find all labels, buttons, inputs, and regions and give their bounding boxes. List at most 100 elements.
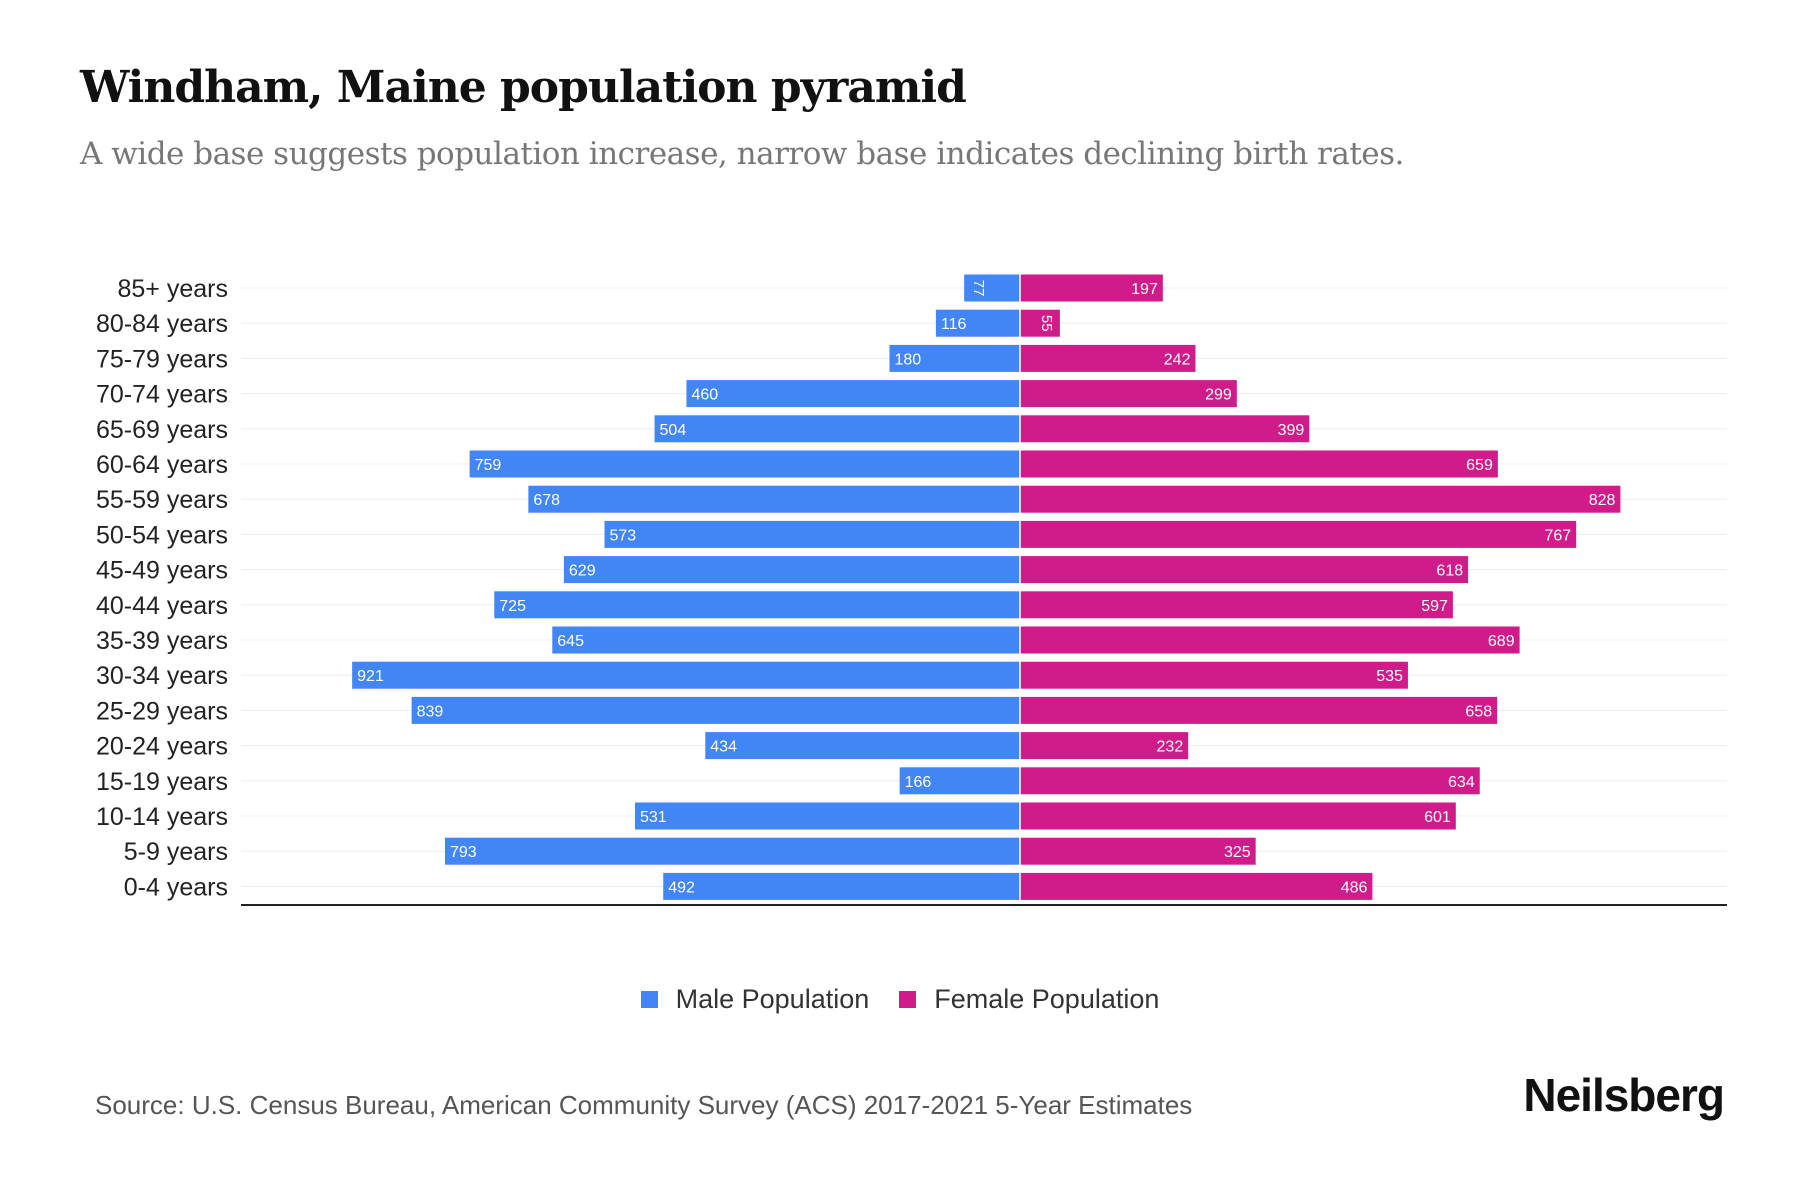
bar-female	[1020, 626, 1520, 654]
data-label: 629	[569, 563, 596, 580]
bar-male	[469, 450, 1020, 478]
data-label: 535	[1376, 668, 1403, 685]
data-label: 573	[610, 527, 637, 544]
bar-male	[935, 309, 1020, 337]
y-tick-label: 85+ years	[118, 275, 229, 303]
y-tick-label: 75-79 years	[96, 345, 228, 373]
data-label: 921	[357, 668, 384, 685]
bar-female	[1020, 802, 1456, 830]
legend-label-male: Male Population	[675, 984, 870, 1014]
data-label: 793	[450, 844, 477, 861]
y-tick-label: 30-34 years	[96, 662, 228, 690]
bar-male	[899, 767, 1020, 795]
bar-female	[1020, 274, 1163, 302]
data-label: 618	[1436, 563, 1463, 580]
data-label: 601	[1424, 809, 1451, 826]
bar-female	[1020, 837, 1256, 865]
legend-label-female: Female Population	[934, 984, 1160, 1014]
data-label: 55	[1038, 315, 1055, 332]
data-label: 486	[1341, 879, 1368, 896]
source-note: Source: U.S. Census Bureau, American Com…	[95, 1090, 1193, 1120]
data-label: 634	[1448, 774, 1475, 791]
bar-male	[552, 626, 1020, 654]
bar-female	[1020, 450, 1498, 478]
data-label: 492	[668, 879, 695, 896]
bar-female	[1020, 696, 1498, 724]
bar-female	[1020, 344, 1196, 372]
legend-item-male: Male Population	[640, 984, 870, 1015]
bar-female	[1020, 872, 1373, 900]
bar-female	[1020, 661, 1408, 689]
bar-male	[563, 556, 1020, 584]
bar-male	[604, 520, 1020, 548]
legend: Male Population Female Population	[0, 984, 1800, 1015]
y-tick-label: 25-29 years	[96, 697, 228, 725]
data-label: 645	[557, 633, 584, 650]
data-label: 325	[1224, 844, 1251, 861]
bar-male	[654, 415, 1020, 443]
data-label: 658	[1465, 703, 1492, 720]
data-label: 767	[1544, 527, 1571, 544]
legend-item-female: Female Population	[899, 984, 1159, 1015]
brand-logo: Neilsberg	[1523, 1069, 1725, 1121]
data-label: 659	[1466, 457, 1493, 474]
y-tick-label: 55-59 years	[96, 486, 228, 514]
bar-female	[1020, 485, 1621, 513]
y-tick-label: 5-9 years	[124, 838, 228, 866]
bar-male	[634, 802, 1020, 830]
y-tick-label: 10-14 years	[96, 803, 228, 831]
y-tick-label: 60-64 years	[96, 451, 228, 479]
data-label: 759	[475, 457, 502, 474]
y-tick-label: 0-4 years	[124, 873, 228, 901]
y-tick-label: 45-49 years	[96, 557, 228, 585]
data-label: 678	[533, 492, 560, 509]
data-label: 299	[1205, 387, 1232, 404]
bar-male	[528, 485, 1020, 513]
bar-male	[352, 661, 1020, 689]
y-tick-label: 35-39 years	[96, 627, 228, 655]
chart-title: Windham, Maine population pyramid	[80, 62, 967, 113]
data-label: 434	[710, 739, 737, 756]
data-label: 399	[1278, 422, 1305, 439]
y-tick-label: 15-19 years	[96, 768, 228, 796]
bar-female	[1020, 380, 1237, 408]
bar-male	[889, 344, 1020, 372]
legend-swatch-male	[640, 991, 658, 1008]
y-tick-label: 80-84 years	[96, 310, 228, 338]
data-label: 180	[894, 351, 921, 368]
bar-male	[964, 274, 1020, 302]
data-label: 460	[691, 387, 718, 404]
data-label: 839	[417, 703, 444, 720]
y-tick-label: 40-44 years	[96, 592, 228, 620]
bar-male	[686, 380, 1020, 408]
data-label: 116	[941, 316, 967, 333]
data-label: 166	[905, 774, 932, 791]
data-label: 77	[970, 280, 987, 297]
bar-female	[1020, 732, 1189, 760]
data-label: 689	[1488, 633, 1515, 650]
bar-female	[1020, 767, 1480, 795]
bar-female	[1020, 591, 1453, 619]
data-label: 232	[1157, 739, 1184, 756]
legend-swatch-female	[899, 991, 917, 1008]
data-label: 725	[499, 598, 526, 615]
data-label: 197	[1131, 281, 1158, 298]
bar-male	[444, 837, 1020, 865]
data-label: 242	[1164, 351, 1191, 368]
bar-male	[411, 696, 1020, 724]
y-tick-label: 70-74 years	[96, 381, 228, 409]
data-label: 828	[1589, 492, 1616, 509]
data-label: 504	[660, 422, 687, 439]
bar-female	[1020, 415, 1310, 443]
data-label: 531	[640, 809, 667, 826]
bar-male	[663, 872, 1020, 900]
y-tick-label: 65-69 years	[96, 416, 228, 444]
bar-male	[494, 591, 1020, 619]
data-label: 597	[1421, 598, 1448, 615]
bar-female	[1020, 309, 1060, 337]
bar-female	[1020, 520, 1577, 548]
bar-female	[1020, 556, 1469, 584]
y-tick-label: 20-24 years	[96, 733, 228, 761]
chart-subtitle: A wide base suggests population increase…	[80, 136, 1404, 172]
y-tick-label: 50-54 years	[96, 521, 228, 549]
